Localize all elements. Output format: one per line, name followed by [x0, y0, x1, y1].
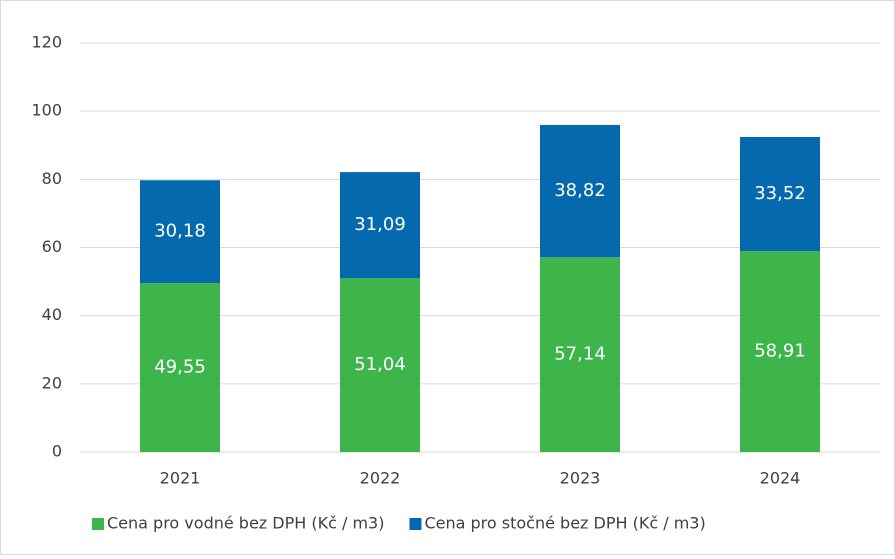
legend-swatch	[409, 518, 422, 530]
x-tick-label: 2023	[560, 469, 601, 488]
legend-label: Cena pro stočné bez DPH (Kč / m3)	[424, 514, 705, 533]
legend-label: Cena pro vodné bez DPH (Kč / m3)	[107, 514, 384, 533]
y-tick-label: 80	[42, 169, 62, 188]
data-label: 38,82	[554, 180, 606, 201]
data-label: 51,04	[354, 354, 406, 375]
bar-segment	[740, 251, 820, 452]
bar-segment	[340, 172, 420, 279]
y-tick-label: 60	[42, 237, 62, 256]
data-label: 57,14	[554, 344, 606, 365]
y-tick-label: 0	[52, 442, 62, 461]
data-label: 30,18	[154, 221, 206, 242]
bar-segment	[540, 124, 620, 258]
legend-swatch	[92, 518, 104, 530]
bar-segment	[140, 180, 220, 284]
bar-segment	[140, 283, 220, 452]
data-label: 33,52	[754, 183, 806, 204]
y-tick-label: 100	[31, 101, 62, 120]
y-tick-label: 20	[42, 373, 62, 392]
x-tick-label: 2022	[360, 469, 401, 488]
x-tick-label: 2024	[760, 469, 801, 488]
x-tick-label: 2021	[160, 469, 201, 488]
y-tick-label: 120	[31, 33, 62, 52]
bar-segment	[540, 257, 620, 452]
data-label: 31,09	[354, 214, 406, 235]
bar-segment	[740, 136, 820, 252]
y-tick-label: 40	[42, 305, 62, 324]
bar-segment	[340, 278, 420, 452]
data-label: 49,55	[154, 357, 206, 378]
data-label: 58,91	[754, 341, 806, 362]
